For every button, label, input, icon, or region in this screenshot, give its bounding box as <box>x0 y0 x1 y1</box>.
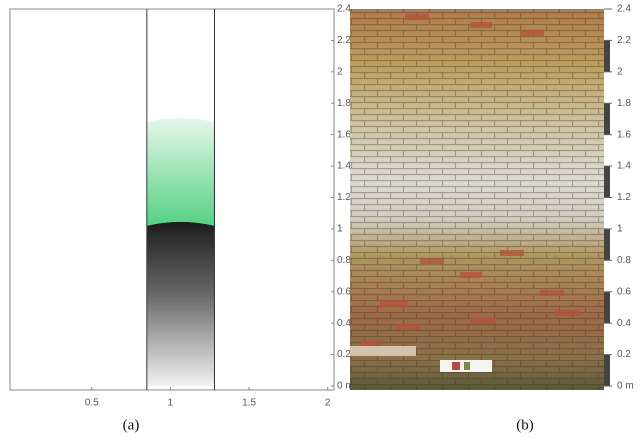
panel-b: 0 m 0.2 0.4 0.6 0.8 1 1.2 1.4 1.6 1.8 2 2.2 2.4 (b) <box>350 4 634 433</box>
y-tick-label: 2.4 <box>337 4 351 15</box>
y-tick-label: 0.2 <box>337 349 351 360</box>
y-tick-label: 0 m <box>337 381 354 392</box>
label-swatch <box>452 362 460 370</box>
caption: (a) <box>123 417 140 433</box>
y-tick-label: 1.4 <box>337 161 351 172</box>
y-tick-label: 1.2 <box>617 192 631 203</box>
y-tick-label: 0.4 <box>617 318 631 329</box>
scale-segment <box>604 354 610 386</box>
scale-segment <box>604 40 610 72</box>
y-tick-label: 2.2 <box>337 35 351 46</box>
y-tick-label: 2 <box>617 66 623 77</box>
x-tick-label: 2 <box>325 398 331 409</box>
y-tick-label: 0.4 <box>337 318 351 329</box>
y-tick-label: 1.4 <box>617 161 631 172</box>
y-tick-label: 0 m <box>617 381 634 392</box>
y-tick-label: 1.6 <box>617 129 631 140</box>
panel-a: 0 m 0.2 0.4 0.6 0.8 1 1.2 1.4 1.6 1.8 2 2.2 2.4 0.5 1 1… <box>9 4 354 433</box>
x-tick-label: 0.5 <box>85 398 99 409</box>
zone <box>146 221 215 386</box>
y-tick-label: 1.2 <box>337 192 351 203</box>
zone <box>146 118 215 226</box>
y-tick-label: 0.6 <box>337 286 351 297</box>
x-tick-label: 1 <box>168 398 174 409</box>
scale-segment <box>604 166 610 198</box>
x-tick-label: 1.5 <box>242 398 256 409</box>
y-tick-label: 1.8 <box>617 98 631 109</box>
scale-segment <box>604 103 610 135</box>
brick-pattern <box>350 9 604 390</box>
y-tick-label: 1.8 <box>337 98 351 109</box>
caption: (b) <box>516 417 534 433</box>
plot-frame <box>9 8 335 391</box>
y-tick-label: 1 <box>337 224 343 235</box>
y-tick-label: 1 <box>617 224 623 235</box>
y-tick-label: 2.2 <box>617 35 631 46</box>
y-tick-label: 0.8 <box>337 255 351 266</box>
y-tick-label: 2.4 <box>617 4 631 15</box>
y-tick-label: 0.6 <box>617 286 631 297</box>
red-bricks <box>360 14 579 346</box>
y-tick-label: 0.2 <box>617 349 631 360</box>
y-tick-label: 1.6 <box>337 129 351 140</box>
scale-segment <box>604 291 610 324</box>
scale-segment <box>604 228 610 261</box>
lower-stone <box>350 346 416 356</box>
y-tick-label: 0.8 <box>617 255 631 266</box>
label-swatch <box>464 362 470 370</box>
y-tick-label: 2 <box>337 66 343 77</box>
